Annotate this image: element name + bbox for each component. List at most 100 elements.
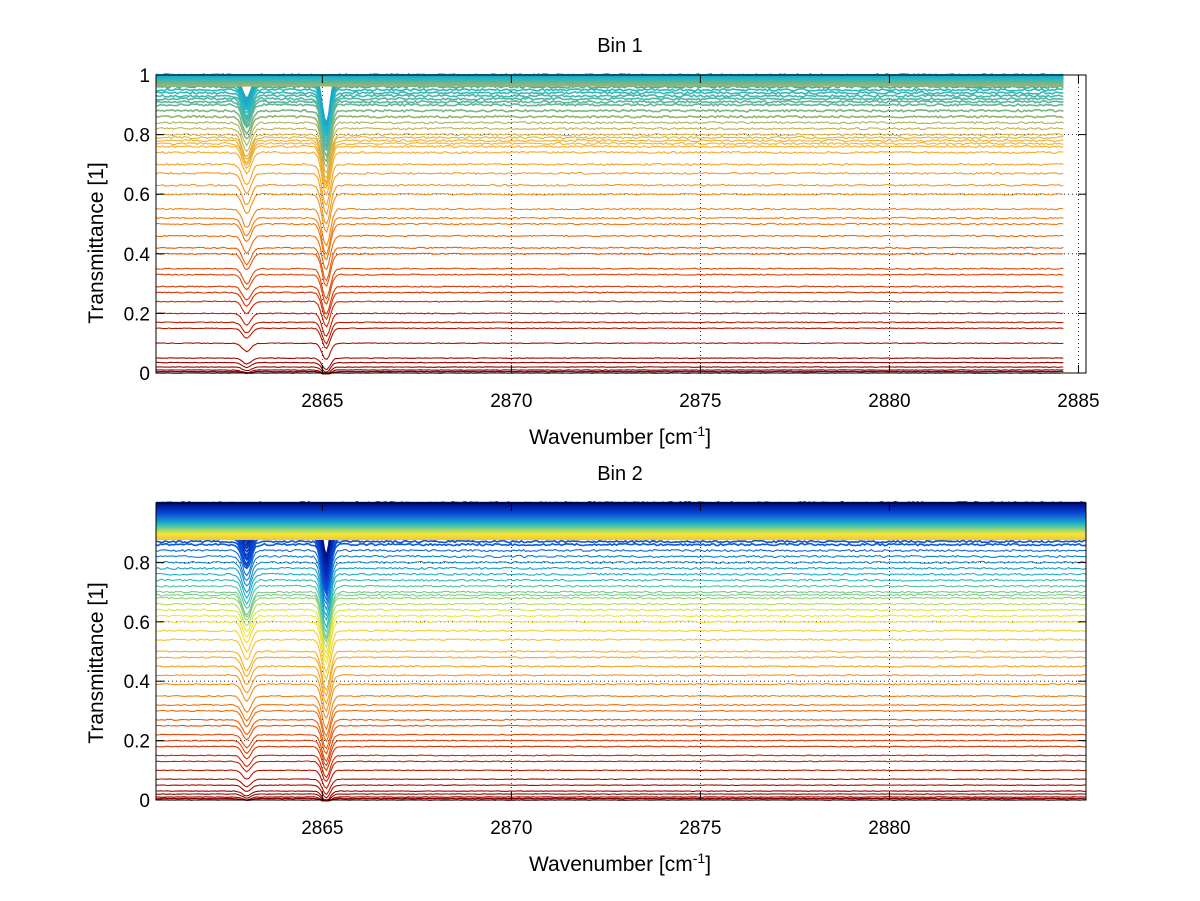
bin-1-ylabel: Transmittance [1] [85, 162, 108, 323]
x-tick-label: 2870 [490, 818, 532, 839]
y-tick-label: 0.4 [124, 245, 151, 266]
y-tick-label: 0.6 [124, 185, 150, 206]
series-line [155, 327, 1064, 350]
bin-1-panel: Bin 1 2865 2870 2875 2880 2885 0 0.2 0.4 0.6 0.8 1… [85, 35, 1100, 449]
series-line [155, 590, 1087, 640]
series-line [155, 566, 1087, 617]
series-line [156, 790, 1086, 802]
series-line [155, 252, 1064, 287]
series-line [155, 90, 1064, 143]
bin-2-axes-box [155, 502, 1087, 801]
series-line [155, 291, 1064, 321]
x-tick-label: 2865 [301, 818, 343, 839]
bin-2-xlabel-tail: ] [705, 853, 711, 876]
series-line [155, 93, 1064, 144]
y-tick-label: 0 [139, 791, 150, 812]
series-line [155, 300, 1064, 328]
series-line [155, 171, 1064, 216]
bin-1-xlabel-tail: ] [705, 426, 711, 449]
series-line [155, 361, 1064, 373]
series-line [155, 694, 1087, 731]
series-line [155, 703, 1087, 738]
bin-1-ticks: 2865 2870 2875 2880 2885 0 0.2 0.4 0.6 0.8 1 [124, 66, 1100, 412]
series-line [155, 312, 1064, 337]
series-line [156, 754, 1087, 779]
x-tick-label: 2880 [868, 818, 910, 839]
series-line [155, 285, 1064, 315]
series-line [155, 141, 1064, 188]
series-line [155, 114, 1064, 163]
series-line [155, 760, 1087, 783]
y-tick-label: 0.8 [124, 126, 150, 147]
x-tick-label: 2885 [1057, 391, 1099, 412]
series-line [156, 797, 1087, 802]
series-line [155, 638, 1087, 681]
series-line [155, 321, 1064, 345]
series-line [156, 96, 1064, 149]
series-line [155, 369, 1064, 375]
bin-2-ylabel: Transmittance [1] [85, 582, 108, 743]
series-line [155, 120, 1064, 168]
series-line [155, 135, 1064, 184]
series-line [155, 796, 1087, 802]
series-line [155, 132, 1064, 179]
series-line [155, 99, 1064, 151]
series-line [155, 593, 1087, 641]
y-tick-label: 0.2 [124, 732, 150, 753]
series-line [155, 733, 1087, 763]
series-line [155, 578, 1087, 629]
bin-2-title: Bin 2 [597, 463, 643, 485]
series-line [155, 342, 1064, 361]
bin-2-xlabel-sup: -1 [693, 850, 706, 866]
series-line [155, 769, 1087, 790]
series-line [156, 784, 1087, 799]
series-line [155, 207, 1064, 247]
x-tick-label: 2875 [679, 818, 721, 839]
series-line [155, 554, 1087, 605]
y-tick-label: 0.4 [124, 672, 151, 693]
series-line [155, 614, 1087, 660]
series-line [155, 246, 1064, 282]
series-line [155, 608, 1087, 654]
series-line [155, 108, 1064, 159]
series-line [155, 370, 1064, 375]
y-tick-label: 0.2 [124, 304, 150, 325]
series-line [155, 150, 1064, 197]
bin-2-ticks: 2865 2870 2875 2880 0 0.2 0.4 0.6 0.8 [124, 503, 1086, 839]
series-line [155, 542, 1087, 598]
bin-2-xlabel-main: Wavenumber [cm [529, 853, 693, 876]
series-line [155, 138, 1064, 185]
y-tick-label: 1 [139, 66, 150, 87]
bin-1-series-group [155, 72, 1064, 375]
series-line [156, 357, 1064, 371]
series-line [155, 102, 1064, 152]
series-line [155, 656, 1087, 697]
series-line [155, 548, 1087, 602]
series-line [155, 682, 1087, 720]
series-line [156, 539, 1087, 593]
series-line [155, 560, 1087, 611]
series-line [155, 126, 1064, 174]
series-line [155, 602, 1086, 649]
x-tick-label: 2865 [301, 391, 343, 412]
series-line [155, 572, 1087, 622]
series-line [155, 87, 1064, 138]
series-line [155, 183, 1064, 225]
series-line [155, 584, 1087, 634]
bin-2-panel: Bin 2 2865 2870 2875 2880 0 0.2 0.4 0.6 0.8 Tran… [85, 463, 1087, 876]
y-tick-label: 0.8 [124, 553, 150, 574]
series-line [156, 709, 1087, 743]
series-line [156, 778, 1087, 796]
y-tick-label: 0 [139, 364, 150, 385]
series-line [155, 162, 1064, 207]
series-line [155, 222, 1064, 261]
series-line [155, 192, 1064, 234]
series-line [155, 739, 1086, 767]
x-tick-label: 2880 [868, 391, 910, 412]
series-line [155, 216, 1064, 256]
series-line [156, 596, 1087, 644]
series-line [155, 629, 1087, 674]
series-line [155, 620, 1087, 665]
series-line [155, 273, 1064, 305]
